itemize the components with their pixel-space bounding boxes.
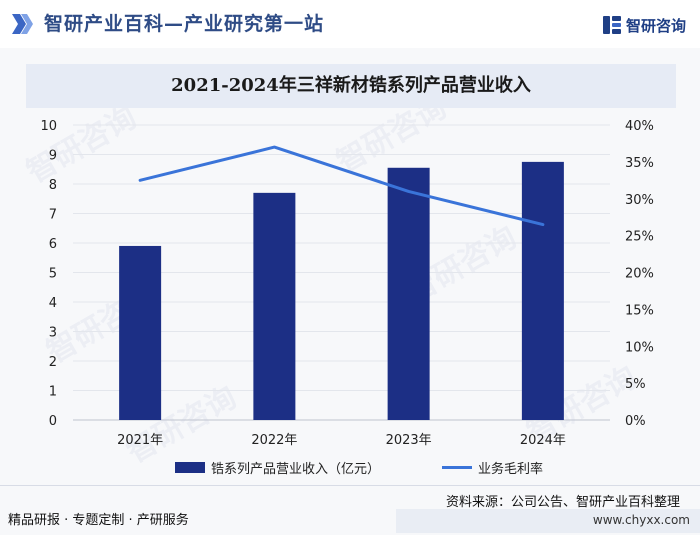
footer-divider — [0, 485, 700, 486]
y-left-tick-label: 9 — [49, 149, 57, 164]
chart-title-band — [26, 64, 676, 108]
chart-title: 2021-2024年三祥新材锆系列产品营业收入 — [171, 75, 531, 96]
y-left-tick-label: 10 — [40, 119, 57, 134]
legend-label-margin: 业务毛利率 — [478, 462, 544, 477]
brand-logo: 智研咨询 — [602, 14, 686, 36]
legend-swatch-revenue — [175, 462, 205, 473]
brand-logo-text: 智研咨询 — [625, 16, 686, 35]
x-tick-label: 2022年 — [251, 433, 297, 448]
header-bullet-icon — [12, 14, 33, 34]
data-source: 资料来源：公司公告、智研产业百科整理 — [445, 495, 680, 510]
y-left-tick-label: 0 — [49, 414, 57, 429]
header-title: 智研产业百科—产业研究第一站 — [44, 13, 325, 35]
y-right-tick-label: 25% — [625, 230, 654, 245]
line-gross-margin — [138, 145, 545, 227]
x-tick-label: 2024年 — [520, 433, 566, 448]
y-left-tick-label: 6 — [49, 237, 57, 252]
y-left-tick-label: 1 — [49, 385, 57, 400]
legend-label-revenue: 锆系列产品营业收入（亿元） — [211, 462, 381, 477]
bar-revenue — [253, 192, 296, 420]
y-right-tick-label: 30% — [625, 193, 654, 208]
y-left-tick-label: 8 — [49, 178, 57, 193]
bar-revenue — [521, 161, 564, 420]
bar-revenue — [119, 245, 162, 420]
footer-website-bar — [396, 509, 700, 533]
y-left-tick-label: 5 — [49, 267, 57, 282]
y-right-tick-label: 35% — [625, 156, 654, 171]
footer-website: www.chyxx.com — [592, 513, 690, 527]
y-left-tick-label: 2 — [49, 355, 57, 370]
legend-swatch-margin — [442, 466, 473, 469]
y-right-tick-label: 0% — [625, 414, 646, 429]
y-right-tick-label: 15% — [625, 303, 654, 318]
footer-tagline: 精品研报 · 专题定制 · 产研服务 — [8, 513, 189, 528]
bar-revenue — [387, 167, 430, 420]
y-right-tick-label: 10% — [625, 340, 654, 355]
y-right-tick-label: 20% — [625, 267, 654, 282]
x-tick-label: 2023年 — [386, 433, 432, 448]
y-right-tick-label: 5% — [625, 377, 646, 392]
brand-logo-icon — [602, 16, 621, 34]
y-left-tick-label: 3 — [49, 326, 57, 341]
y-left-tick-label: 4 — [49, 296, 57, 311]
chart-legend: 锆系列产品营业收入（亿元） 业务毛利率 — [175, 458, 543, 477]
header-banner: 智研产业百科—产业研究第一站 智研咨询 — [0, 0, 700, 48]
y-right-tick-label: 40% — [625, 119, 654, 134]
x-tick-label: 2021年 — [117, 433, 163, 448]
y-left-tick-label: 7 — [49, 208, 57, 223]
